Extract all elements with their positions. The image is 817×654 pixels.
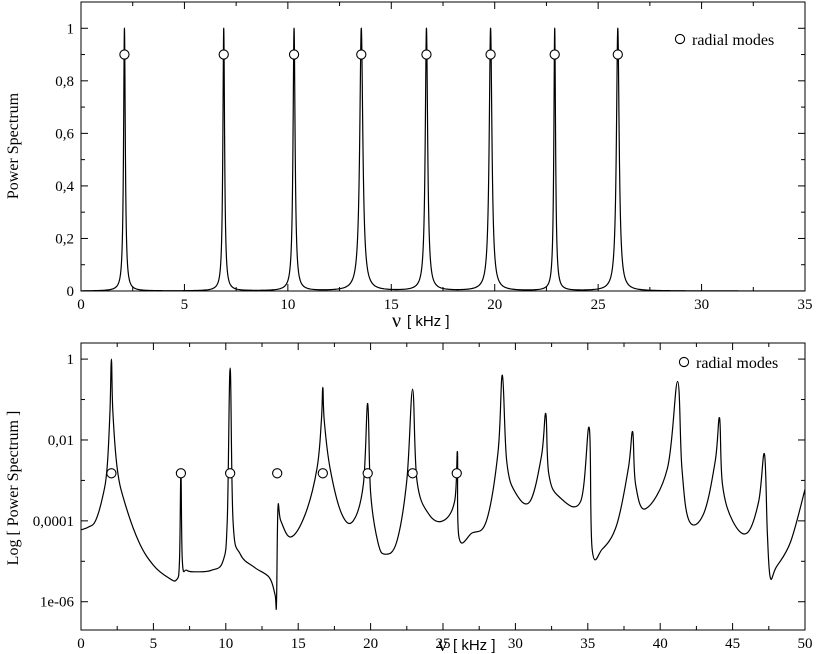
top-radial-mode-point [356,49,367,60]
bottom-x-tick-label: 0 [77,636,85,652]
bottom-radial-mode-point [317,468,328,479]
bottom-radial-mode-point [407,468,418,479]
top-spectrum-curve [81,27,804,292]
bottom-plot-frame [80,342,806,631]
bottom-x-tick-label: 20 [363,636,378,652]
bottom-radial-mode-markers [106,468,462,479]
top-xlabel: ν [ kHz ] [392,310,450,332]
bottom-x-tick-label: 25 [436,636,451,652]
bottom-xlabel-unit: [ kHz ] [453,637,496,654]
top-y-tick-label: 0 [67,284,75,300]
top-x-tick-label: 25 [591,297,606,313]
bottom-spectrum-line [80,358,806,610]
top-x-tick-label: 30 [694,297,709,313]
top-legend: radial modes [674,32,774,49]
bottom-y-tick-label: 1 [67,352,75,368]
top-ticks: 0 5 10 15 20 25 30 35 0 0,2 0,4 0,6 0,8 1 [55,1,813,313]
bottom-xlabel-symbol: ν [438,634,447,654]
top-y-tick-label: 0,4 [55,179,74,195]
top-spectrum-line [81,27,804,292]
top-radial-mode-point [288,49,300,60]
top-xlabel-symbol: ν [392,310,401,332]
top-radial-mode-point [218,49,229,60]
bottom-x-tick-label: 30 [508,636,523,652]
top-legend-marker [674,33,686,45]
top-x-tick-label: 15 [384,297,399,313]
bottom-x-tick-label: 15 [291,636,306,652]
top-radial-mode-point [549,49,560,60]
bottom-legend-label: radial modes [696,355,778,372]
top-y-tick-label: 0,2 [55,231,74,247]
bottom-xlabel: ν [ kHz ] [438,634,496,654]
bottom-spectrum-curve [80,358,806,610]
bottom-y-tick-label: 0,0001 [33,514,74,530]
bottom-x-tick-label: 40 [653,636,668,652]
bottom-ticks: 0 5 10 15 20 25 30 35 40 45 50 1e-06 0,0001 0,01 1 [33,343,813,652]
bottom-radial-mode-point [272,468,283,479]
bottom-radial-mode-point [224,468,236,479]
top-radial-mode-markers [119,49,623,60]
top-y-tick-label: 0,8 [55,74,74,90]
bottom-x-tick-label: 45 [725,636,740,652]
bottom-radial-mode-point [175,468,187,479]
top-radial-mode-point [485,49,496,60]
bottom-y-tick-label: 0,01 [48,433,74,449]
bottom-radial-mode-point [362,468,373,479]
top-x-tick-label: 0 [77,297,85,313]
bottom-x-tick-label: 5 [150,636,158,652]
bottom-radial-mode-point [451,468,462,479]
top-ylabel: Power Spectrum [5,92,22,199]
top-chart-panel: 0 5 10 15 20 25 30 35 0 0,2 0,4 0,6 0,8 1 radial mode… [5,1,813,332]
top-x-tick-label: 10 [280,297,295,313]
bottom-x-tick-label: 50 [798,636,813,652]
top-radial-mode-point [421,49,432,60]
top-radial-mode-point [119,49,130,60]
bottom-legend: radial modes [678,355,778,372]
bottom-ylabel: Log [ Power Spectrum ] [5,411,22,566]
top-y-tick-label: 0,6 [55,126,74,142]
top-y-tick-label: 1 [67,21,75,37]
bottom-x-tick-label: 35 [580,636,595,652]
top-x-tick-label: 35 [798,297,813,313]
bottom-radial-mode-point [106,468,117,479]
top-xlabel-unit: [ kHz ] [407,313,450,330]
top-x-tick-label: 20 [487,297,502,313]
top-radial-mode-point [612,49,623,60]
top-x-tick-label: 5 [181,297,189,313]
bottom-y-tick-label: 1e-06 [40,595,75,611]
top-legend-label: radial modes [692,32,774,49]
bottom-x-tick-label: 10 [218,636,233,652]
bottom-chart-panel: 0 5 10 15 20 25 30 35 40 45 50 1e-06 0,0001 0,01 1 rad… [5,342,813,654]
bottom-legend-marker [678,356,690,368]
